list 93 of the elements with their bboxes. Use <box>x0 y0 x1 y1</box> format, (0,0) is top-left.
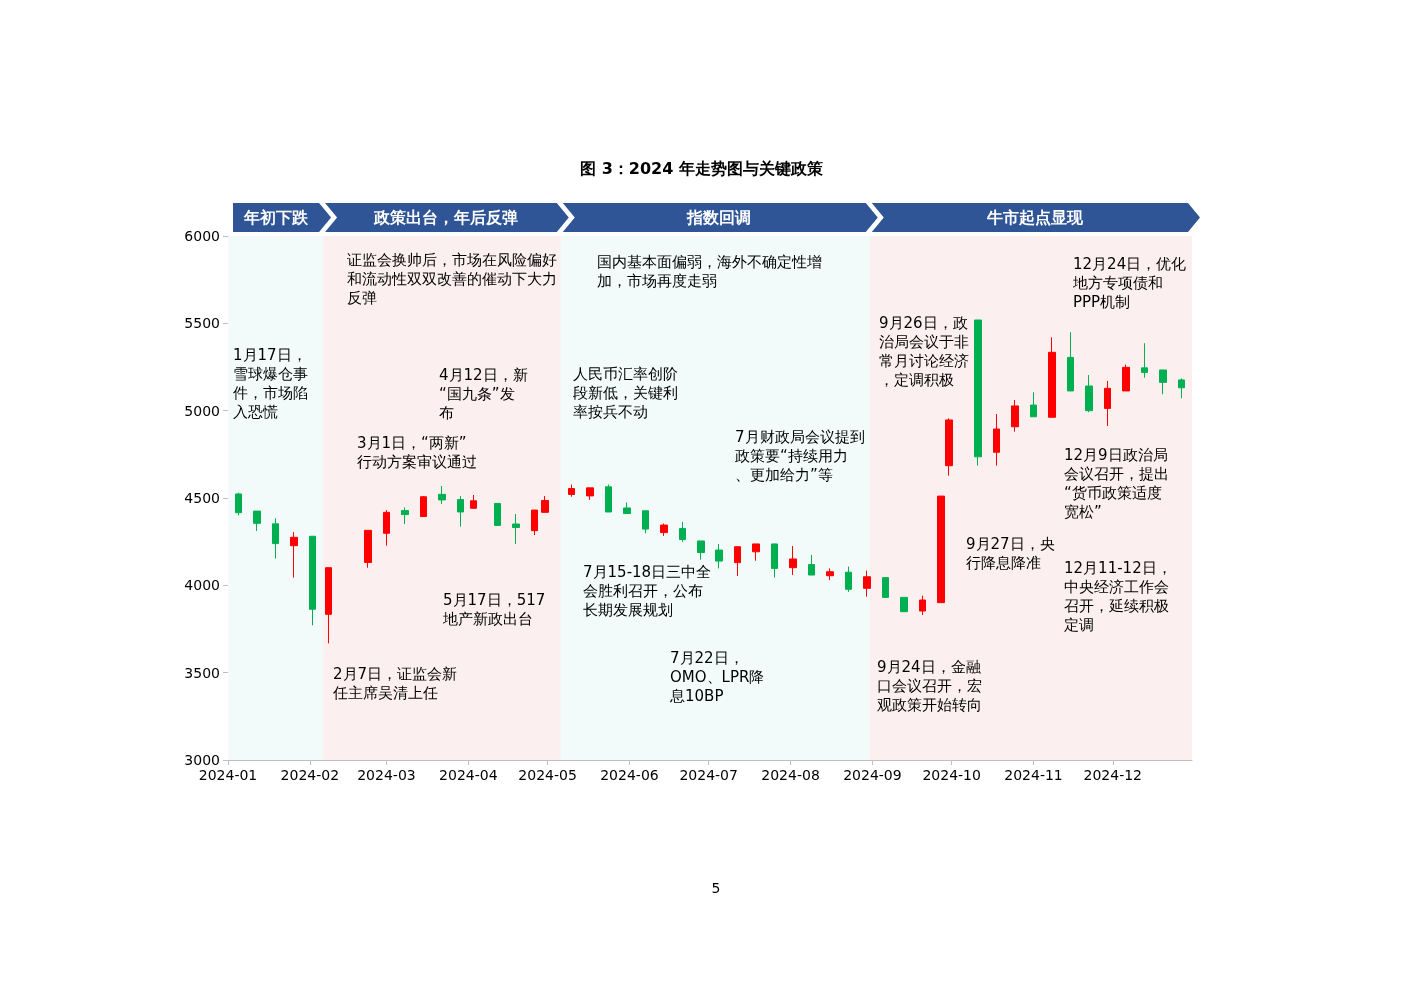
band-label: 政策出台，年后反弹 <box>372 208 518 227</box>
x-tick-label: 2024-08 <box>761 767 820 783</box>
candlestick <box>1030 391 1037 418</box>
x-tick-label: 2024-12 <box>1083 767 1143 783</box>
annotation: 9月24日，金融口会议召开，宏观政策开始转向 <box>877 657 982 714</box>
candlestick <box>364 529 372 569</box>
candlestick <box>309 535 316 626</box>
y-tick-label: 4000 <box>184 577 220 594</box>
x-tick-label: 2024-01 <box>198 767 258 783</box>
candlestick <box>1178 377 1185 399</box>
annotation: 1月17日，雪球爆仓事件，市场陷入恐慌 <box>233 345 308 421</box>
candlestick <box>1048 336 1056 418</box>
text: 5 <box>711 880 721 896</box>
candlestick <box>383 509 390 547</box>
candlestick <box>919 595 926 616</box>
x-tick-label: 2024-07 <box>679 767 738 783</box>
candlestick <box>401 506 409 525</box>
candlestick <box>272 517 279 559</box>
annotation: 人民币汇率创阶段新低，关键利率按兵不动 <box>573 364 678 421</box>
candlestick <box>826 567 834 581</box>
y-tick-label: 4500 <box>184 490 220 506</box>
annotation: 7月财政局会议提到政策要“持续用力、更加给力”等 <box>735 427 865 484</box>
band-label: 牛市起点显现 <box>985 208 1084 227</box>
annotation: 4月12日，新“国九条”发布 <box>439 365 528 422</box>
annotation: 12月9日政治局会议召开，提出“货币政策适度宽松” <box>1064 445 1169 521</box>
candlestick <box>253 510 261 532</box>
candlestick <box>715 543 723 569</box>
annotation: 国内基本面偏弱，海外不确定性增加，市场再度走弱 <box>597 252 822 290</box>
y-tick-label: 5000 <box>184 402 220 419</box>
annotation: 7月15-18日三中全会胜利召开，公布长期发展规划 <box>583 562 712 619</box>
candlestick <box>605 484 612 513</box>
candlestick <box>1067 331 1074 392</box>
candlestick <box>808 554 815 576</box>
candlestick <box>863 570 871 598</box>
candlestick <box>1011 399 1019 433</box>
candlestick <box>325 567 332 644</box>
chart-title: 图 3：2024 年走势图与关键政策 <box>580 158 823 178</box>
candlestick <box>586 487 594 501</box>
candlestick <box>993 413 1000 467</box>
candlestick <box>789 545 797 576</box>
candlestick <box>697 540 705 561</box>
annotation: 5月17日，517地产新政出台 <box>442 590 546 628</box>
candlestick <box>945 417 953 477</box>
candlestick <box>420 495 427 518</box>
candlestick <box>235 492 242 516</box>
x-tick-label: 2024-04 <box>439 767 498 783</box>
candlestick <box>290 531 298 579</box>
candlestick <box>531 509 538 536</box>
annotation: 证监会换帅后，市场在风险偏好和流动性双双改善的催动下大力反弹 <box>347 250 557 307</box>
candlestick <box>974 319 982 467</box>
candlestick <box>512 513 520 545</box>
annotation: 2月7日，证监会新任主席吴清上任 <box>332 664 458 702</box>
candlestick <box>457 495 464 528</box>
candlestick <box>845 566 852 593</box>
candlestick <box>1104 380 1111 427</box>
x-tick-label: 2024-11 <box>1004 767 1063 783</box>
x-tick-label: 2024-03 <box>357 767 416 783</box>
x-tick-label: 2024-05 <box>518 767 577 783</box>
x-tick-label: 2024-09 <box>843 767 902 783</box>
annotation: 9月27日，央行降息降准 <box>966 534 1055 572</box>
candlestick <box>660 523 668 537</box>
annotation: 12月11-12日，中央经济工作会召开，延续积极定调 <box>1064 558 1172 634</box>
candlestick <box>1085 374 1093 413</box>
candlestick <box>623 502 631 515</box>
candlestick <box>937 495 945 604</box>
y-tick-label: 3500 <box>184 664 220 681</box>
candlestick <box>752 543 760 562</box>
candlestick <box>438 485 446 505</box>
candlestick <box>1159 369 1167 395</box>
candlestick <box>900 596 908 613</box>
annotation: 3月1日，“两新”行动方案审议通过 <box>357 433 477 471</box>
candlestick <box>642 510 649 534</box>
candlestick <box>470 494 477 509</box>
candlestick <box>882 577 889 598</box>
y-tick-label: 6000 <box>184 228 220 244</box>
candlestick <box>734 546 741 577</box>
annotation: 7月22日，OMO、LPR降息10BP <box>669 648 765 705</box>
candlestick <box>568 484 575 498</box>
x-tick-label: 2024-06 <box>600 767 659 783</box>
candlestick <box>541 495 549 513</box>
y-tick-label: 3000 <box>184 752 220 768</box>
annotation: 9月26日，政治局会议于非常月讨论经济，定调积极 <box>879 313 969 389</box>
band-label: 年初下跌 <box>243 208 310 227</box>
candlestick <box>1141 342 1148 379</box>
candlestick <box>494 502 501 526</box>
candlestick <box>1122 364 1130 392</box>
candlestick <box>771 543 778 578</box>
x-tick-label: 2024-10 <box>922 767 981 783</box>
y-tick-label: 5500 <box>184 315 220 332</box>
candlestick <box>679 521 686 543</box>
x-tick-label: 2024-02 <box>280 767 340 783</box>
annotation: 12月24日，优化地方专项债和PPP机制 <box>1072 254 1187 311</box>
band-label: 指数回调 <box>686 208 752 227</box>
